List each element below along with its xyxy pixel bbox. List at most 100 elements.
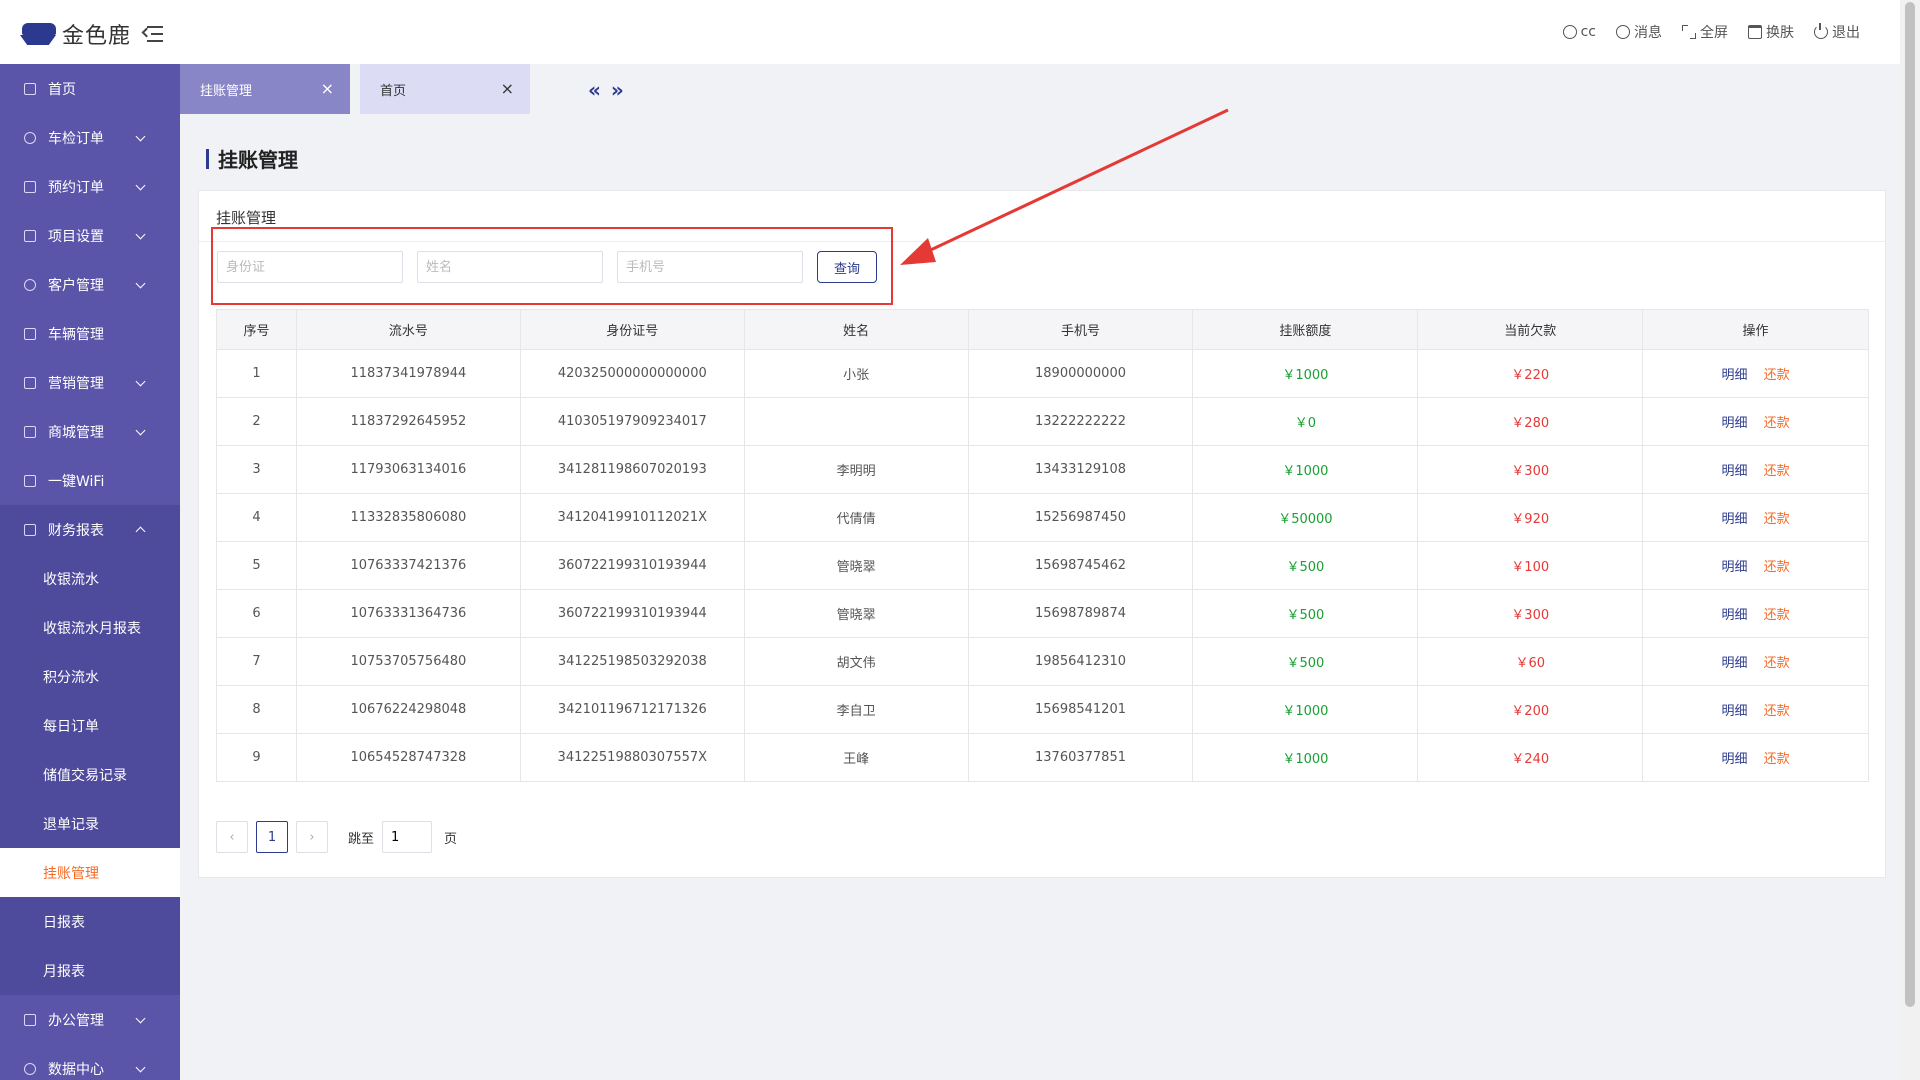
jump-page-input[interactable] [382,821,433,853]
sidebar-item-home[interactable]: 首页 [0,64,180,113]
collapse-menu-icon[interactable] [141,25,164,43]
sidebar-sub-stored-value[interactable]: 储值交易记录 [43,767,127,784]
search-icon [24,131,36,144]
page-title-text: 挂账管理 [218,148,298,172]
table-cell: 410305197909234017 [519,397,745,446]
refund-link[interactable]: 还款 [1763,752,1790,767]
sidebar-item-office[interactable]: 办公管理 [0,995,180,1044]
skin-button[interactable]: 换肤 [1748,22,1794,42]
sidebar-item-customers[interactable]: 客户管理 [0,260,180,309]
sidebar-item-vehicles[interactable]: 车辆管理 [0,309,180,358]
sidebar-item-inspection-orders[interactable]: 车检订单 [0,113,180,162]
detail-link[interactable]: 明细 [1721,704,1748,719]
actions-cell: 明细 还款 [1642,445,1869,494]
messages-button[interactable]: 消息 [1616,22,1662,42]
sidebar-sub-cash-flow[interactable]: 收银流水 [43,571,99,588]
wifi-icon [24,474,36,487]
chevron-down-icon [135,376,146,387]
sidebar-sub-monthly-report[interactable]: 月报表 [43,963,85,980]
sidebar-sub-daily-report[interactable]: 日报表 [43,914,85,931]
sidebar-sub-cash-flow-monthly[interactable]: 收银流水月报表 [43,620,141,637]
refund-link[interactable]: 还款 [1763,368,1790,383]
table-cell: 10763337421376 [295,541,521,590]
refund-link[interactable]: 还款 [1763,464,1790,479]
top-header: 金色鹿 cc 消息 全屏 换肤 退出 [0,0,1900,64]
close-icon[interactable]: × [320,79,334,98]
refund-link[interactable]: 还款 [1763,512,1790,527]
detail-link[interactable]: 明细 [1721,608,1748,623]
table-cell: ￥300 [1417,589,1644,638]
sidebar-item-project-settings[interactable]: 项目设置 [0,211,180,260]
sidebar-sub-credit-management[interactable]: 挂账管理 [0,848,180,897]
page-scrollbar[interactable] [1900,0,1920,1080]
sidebar-sub-daily-orders[interactable]: 每日订单 [43,718,99,735]
credit-table: 序号 流水号 身份证号 姓名 手机号 挂账额度 当前欠款 操作 1 11837341978944… [216,309,1869,782]
sidebar-item-marketing[interactable]: 营销管理 [0,358,180,407]
detail-link[interactable]: 明细 [1721,752,1748,767]
actions-cell: 明细 还款 [1642,637,1869,686]
tab-next-icon[interactable]: » [610,78,624,102]
scrollbar-thumb[interactable] [1905,2,1915,1007]
tab-label: 首页 [380,83,407,99]
table-cell: 15256987450 [967,493,1194,542]
phone-input[interactable] [617,251,803,283]
prev-page-button[interactable]: ‹ [216,821,248,853]
table-cell: 10763331364736 [295,589,521,638]
sidebar-item-label: 数据中心 [48,1061,104,1078]
sidebar-item-finance[interactable]: 财务报表 [0,505,180,554]
query-button[interactable]: 查询 [817,251,877,283]
table-cell [743,397,969,446]
table-cell: 19856412310 [967,637,1194,686]
data-icon [24,1062,36,1075]
refund-link[interactable]: 还款 [1763,608,1790,623]
tab-prev-icon[interactable]: « [588,78,601,102]
skin-icon [1748,25,1762,39]
table-cell: 15698541201 [967,685,1194,734]
refund-link[interactable]: 还款 [1763,656,1790,671]
detail-link[interactable]: 明细 [1721,464,1748,479]
next-page-button[interactable]: › [296,821,328,853]
id-card-input[interactable] [217,251,403,283]
table-row: 3 11793063134016 341281198607020193 李明明 1343… [216,445,1869,494]
skin-label: 换肤 [1766,25,1794,41]
chevron-down-icon [135,229,146,240]
column-header: 身份证号 [519,309,745,350]
detail-link[interactable]: 明细 [1721,512,1748,527]
actions-cell: 明细 还款 [1642,349,1869,398]
user-menu[interactable]: cc [1562,22,1596,42]
table-cell: 420325000000000000 [519,349,745,398]
sidebar-item-data-center[interactable]: 数据中心 [0,1044,180,1080]
table-cell: ￥220 [1417,349,1644,398]
sidebar-item-appointments[interactable]: 预约订单 [0,162,180,211]
refund-link[interactable]: 还款 [1763,560,1790,575]
column-header: 当前欠款 [1417,309,1644,350]
table-cell: 342101196712171326 [519,685,745,734]
sidebar-item-mall[interactable]: 商城管理 [0,407,180,456]
tab-credit-management[interactable]: 挂账管理 × [180,64,350,114]
sidebar-sub-points-flow[interactable]: 积分流水 [43,669,99,686]
car-icon [24,327,36,340]
page-suffix: 页 [444,831,458,847]
refund-link[interactable]: 还款 [1763,704,1790,719]
fullscreen-label: 全屏 [1700,25,1728,41]
sidebar-item-label: 商城管理 [48,424,104,441]
fullscreen-button[interactable]: 全屏 [1682,22,1728,42]
refund-link[interactable]: 还款 [1763,416,1790,431]
fullscreen-icon [1682,25,1696,39]
tab-home[interactable]: 首页 × [360,64,530,114]
sidebar-item-wifi[interactable]: 一键WiFi [0,456,180,505]
table-cell: 5 [216,541,297,590]
detail-link[interactable]: 明细 [1721,560,1748,575]
detail-link[interactable]: 明细 [1721,416,1748,431]
sidebar-item-label: 预约订单 [48,179,104,196]
page-number-button[interactable]: 1 [256,821,288,853]
close-icon[interactable]: × [500,79,514,98]
sidebar-item-label: 营销管理 [48,375,104,392]
logout-button[interactable]: 退出 [1814,22,1860,42]
sidebar-sub-refund-records[interactable]: 退单记录 [43,816,99,833]
detail-link[interactable]: 明细 [1721,368,1748,383]
name-input[interactable] [417,251,603,283]
detail-link[interactable]: 明细 [1721,656,1748,671]
box-icon [24,180,36,193]
